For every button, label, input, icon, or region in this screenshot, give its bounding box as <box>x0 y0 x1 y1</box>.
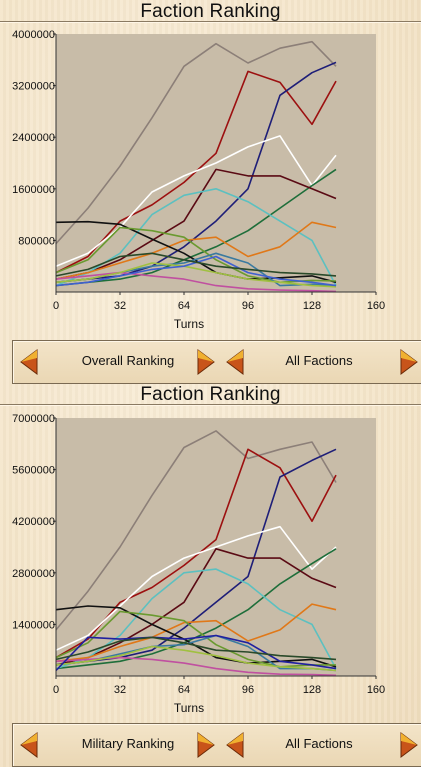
series-line <box>55 255 337 287</box>
series-line <box>55 610 336 668</box>
triangle-right-icon[interactable] <box>399 731 419 759</box>
series-line <box>55 448 337 666</box>
series-line <box>55 430 337 631</box>
x-tick-label: 32 <box>114 684 126 696</box>
y-tick-label: 4000000 <box>12 29 55 41</box>
series-line <box>55 168 337 287</box>
y-tick-label: 4200000 <box>12 516 55 528</box>
x-tick-label: 96 <box>242 684 254 696</box>
x-tick-label: 128 <box>303 300 321 312</box>
series-line <box>55 645 337 672</box>
y-tick-label: 5600000 <box>12 465 55 477</box>
triangle-right-icon[interactable] <box>399 348 419 376</box>
series-line <box>55 221 337 280</box>
triangle-left-icon[interactable] <box>19 731 39 759</box>
faction-filter-label: All Factions <box>285 353 353 368</box>
military-ranking-panel: Faction Ranking 1400000 2800000 4200000 560… <box>0 384 421 767</box>
x-tick-label: 64 <box>178 684 190 696</box>
ranking-control-bar: Military Ranking All Factions <box>12 723 421 767</box>
faction-filter-label: All Factions <box>285 736 353 751</box>
x-tick-label: 160 <box>367 300 385 312</box>
x-tick-label: 32 <box>114 300 126 312</box>
series-line <box>55 634 337 672</box>
y-tick-label: 800000 <box>18 235 55 247</box>
ranking-type-label: Overall Ranking <box>81 353 175 368</box>
series-line <box>55 525 337 651</box>
ranking-control-bar: Overall Ranking All Factions <box>12 340 421 384</box>
series-line <box>55 252 337 277</box>
x-axis-label: Turns <box>174 701 204 715</box>
x-axis-label: Turns <box>174 317 204 331</box>
triangle-right-icon[interactable] <box>196 731 216 759</box>
triangle-left-icon[interactable] <box>225 348 245 376</box>
series-line <box>55 271 337 293</box>
y-tick-label: 2800000 <box>12 568 55 580</box>
series-line <box>55 634 337 672</box>
y-tick-label: 3200000 <box>12 81 55 93</box>
x-tick-label: 160 <box>367 684 385 696</box>
series-line <box>55 548 337 670</box>
y-tick-label: 2400000 <box>12 132 55 144</box>
x-tick-label: 128 <box>303 684 321 696</box>
x-tick-label: 0 <box>53 684 59 696</box>
title-divider <box>0 21 421 23</box>
triangle-right-icon[interactable] <box>196 348 216 376</box>
panel-title: Faction Ranking <box>140 1 281 22</box>
series-line <box>55 262 337 288</box>
triangle-left-icon[interactable] <box>225 731 245 759</box>
series-line <box>55 636 337 661</box>
x-tick-label: 64 <box>178 300 190 312</box>
military-ranking-chart: 1400000 2800000 4200000 5600000 7000000 0 32 64… <box>12 413 385 715</box>
series-line <box>55 168 337 280</box>
series-line <box>55 61 337 284</box>
y-tick-label: 1600000 <box>12 184 55 196</box>
triangle-left-icon[interactable] <box>19 348 39 376</box>
series-line <box>55 605 337 668</box>
y-tick-label: 7000000 <box>12 413 55 425</box>
series-line <box>55 40 337 245</box>
series-line <box>55 603 337 663</box>
x-tick-label: 96 <box>242 300 254 312</box>
panel-title: Faction Ranking <box>140 384 281 405</box>
ranking-type-label: Military Ranking <box>81 736 175 751</box>
overall-ranking-chart: 800000 1600000 2400000 3200000 4000000 0 32 64 9… <box>12 29 385 331</box>
overall-ranking-panel: Faction Ranking 800000 1600000 2400000 3200… <box>0 1 421 384</box>
y-tick-label: 1400000 <box>12 619 55 631</box>
title-divider <box>0 404 421 406</box>
x-tick-label: 0 <box>53 300 59 312</box>
series-line <box>55 70 337 274</box>
series-line <box>55 548 337 666</box>
series-line <box>55 135 337 267</box>
